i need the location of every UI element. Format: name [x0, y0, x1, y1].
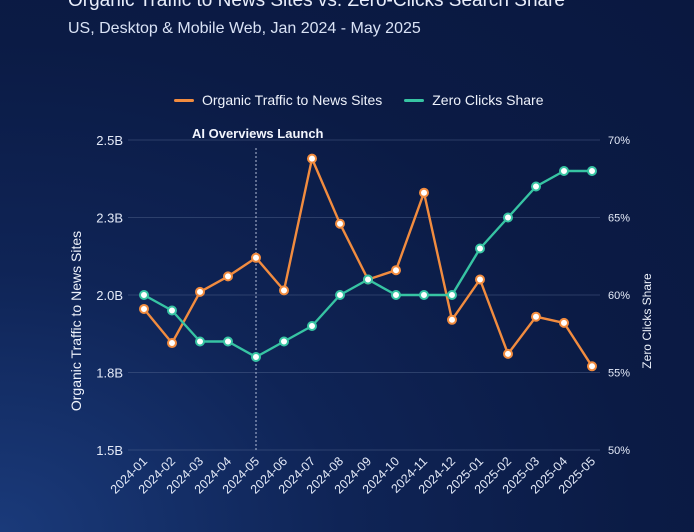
right-axis-title: Zero Clicks Share	[640, 273, 654, 369]
data-point-organic	[559, 317, 569, 328]
data-point-zero-clicks	[531, 181, 541, 192]
data-point-organic	[531, 311, 541, 322]
data-point-zero-clicks	[167, 305, 177, 316]
chart-subtitle: US, Desktop & Mobile Web, Jan 2024 - May…	[68, 20, 421, 37]
legend-label-zero-clicks: Zero Clicks Share	[432, 92, 544, 108]
data-point-organic	[503, 348, 513, 359]
data-point-zero-clicks	[335, 290, 345, 300]
series-line-zero-clicks	[143, 169, 592, 359]
annotation-label: AI Overviews Launch	[192, 126, 324, 141]
legend-swatch-organic	[174, 98, 194, 102]
data-point-organic	[587, 361, 597, 372]
data-point-zero-clicks	[279, 336, 289, 347]
data-point-zero-clicks	[391, 290, 401, 300]
data-point-organic	[335, 218, 345, 229]
data-point-zero-clicks	[503, 212, 513, 223]
data-point-organic	[195, 286, 205, 297]
right-tick-label: 50%	[608, 445, 630, 457]
data-point-organic	[307, 153, 317, 164]
data-point-organic	[391, 265, 401, 276]
chart-title: Organic Traffic to News Sites vs. Zero-C…	[68, 0, 565, 11]
data-point-zero-clicks	[307, 321, 317, 331]
left-tick-label: 1.5B	[96, 443, 123, 458]
left-tick-label: 2.3B	[96, 211, 123, 226]
left-tick-label: 2.5B	[96, 133, 123, 148]
data-point-organic	[447, 314, 457, 325]
data-point-zero-clicks	[223, 336, 233, 347]
legend-label-organic: Organic Traffic to News Sites	[202, 92, 383, 108]
data-point-organic	[167, 338, 177, 349]
legend-item-organic: Organic Traffic to News Sites	[174, 92, 382, 108]
data-point-zero-clicks	[195, 336, 205, 347]
data-point-organic	[139, 303, 149, 314]
right-tick-label: 55%	[608, 368, 630, 380]
series-line-organic	[143, 157, 594, 367]
data-point-organic	[251, 252, 261, 263]
data-point-organic	[279, 285, 289, 296]
data-point-zero-clicks	[419, 290, 429, 300]
right-tick-label: 65%	[608, 213, 630, 225]
data-point-zero-clicks	[363, 274, 373, 285]
left-tick-label: 2.0B	[96, 288, 123, 303]
right-tick-label: 70%	[608, 135, 630, 147]
data-point-zero-clicks	[251, 352, 261, 362]
data-point-zero-clicks	[475, 243, 485, 254]
data-point-zero-clicks	[559, 166, 569, 176]
left-tick-label: 1.8B	[96, 366, 123, 381]
legend-item-zero-clicks: Zero Clicks Share	[404, 92, 544, 108]
chart-legend: Organic Traffic to News Sites Zero Click…	[174, 92, 544, 108]
right-tick-label: 60%	[608, 290, 630, 302]
data-point-organic	[223, 271, 233, 282]
data-point-zero-clicks	[447, 290, 457, 300]
data-point-organic	[475, 274, 485, 285]
data-point-zero-clicks	[139, 290, 149, 300]
left-axis-title: Organic Traffic to News Sites	[68, 231, 84, 411]
data-point-zero-clicks	[587, 166, 597, 176]
legend-swatch-zero-clicks	[404, 98, 425, 102]
data-point-organic	[419, 187, 429, 198]
